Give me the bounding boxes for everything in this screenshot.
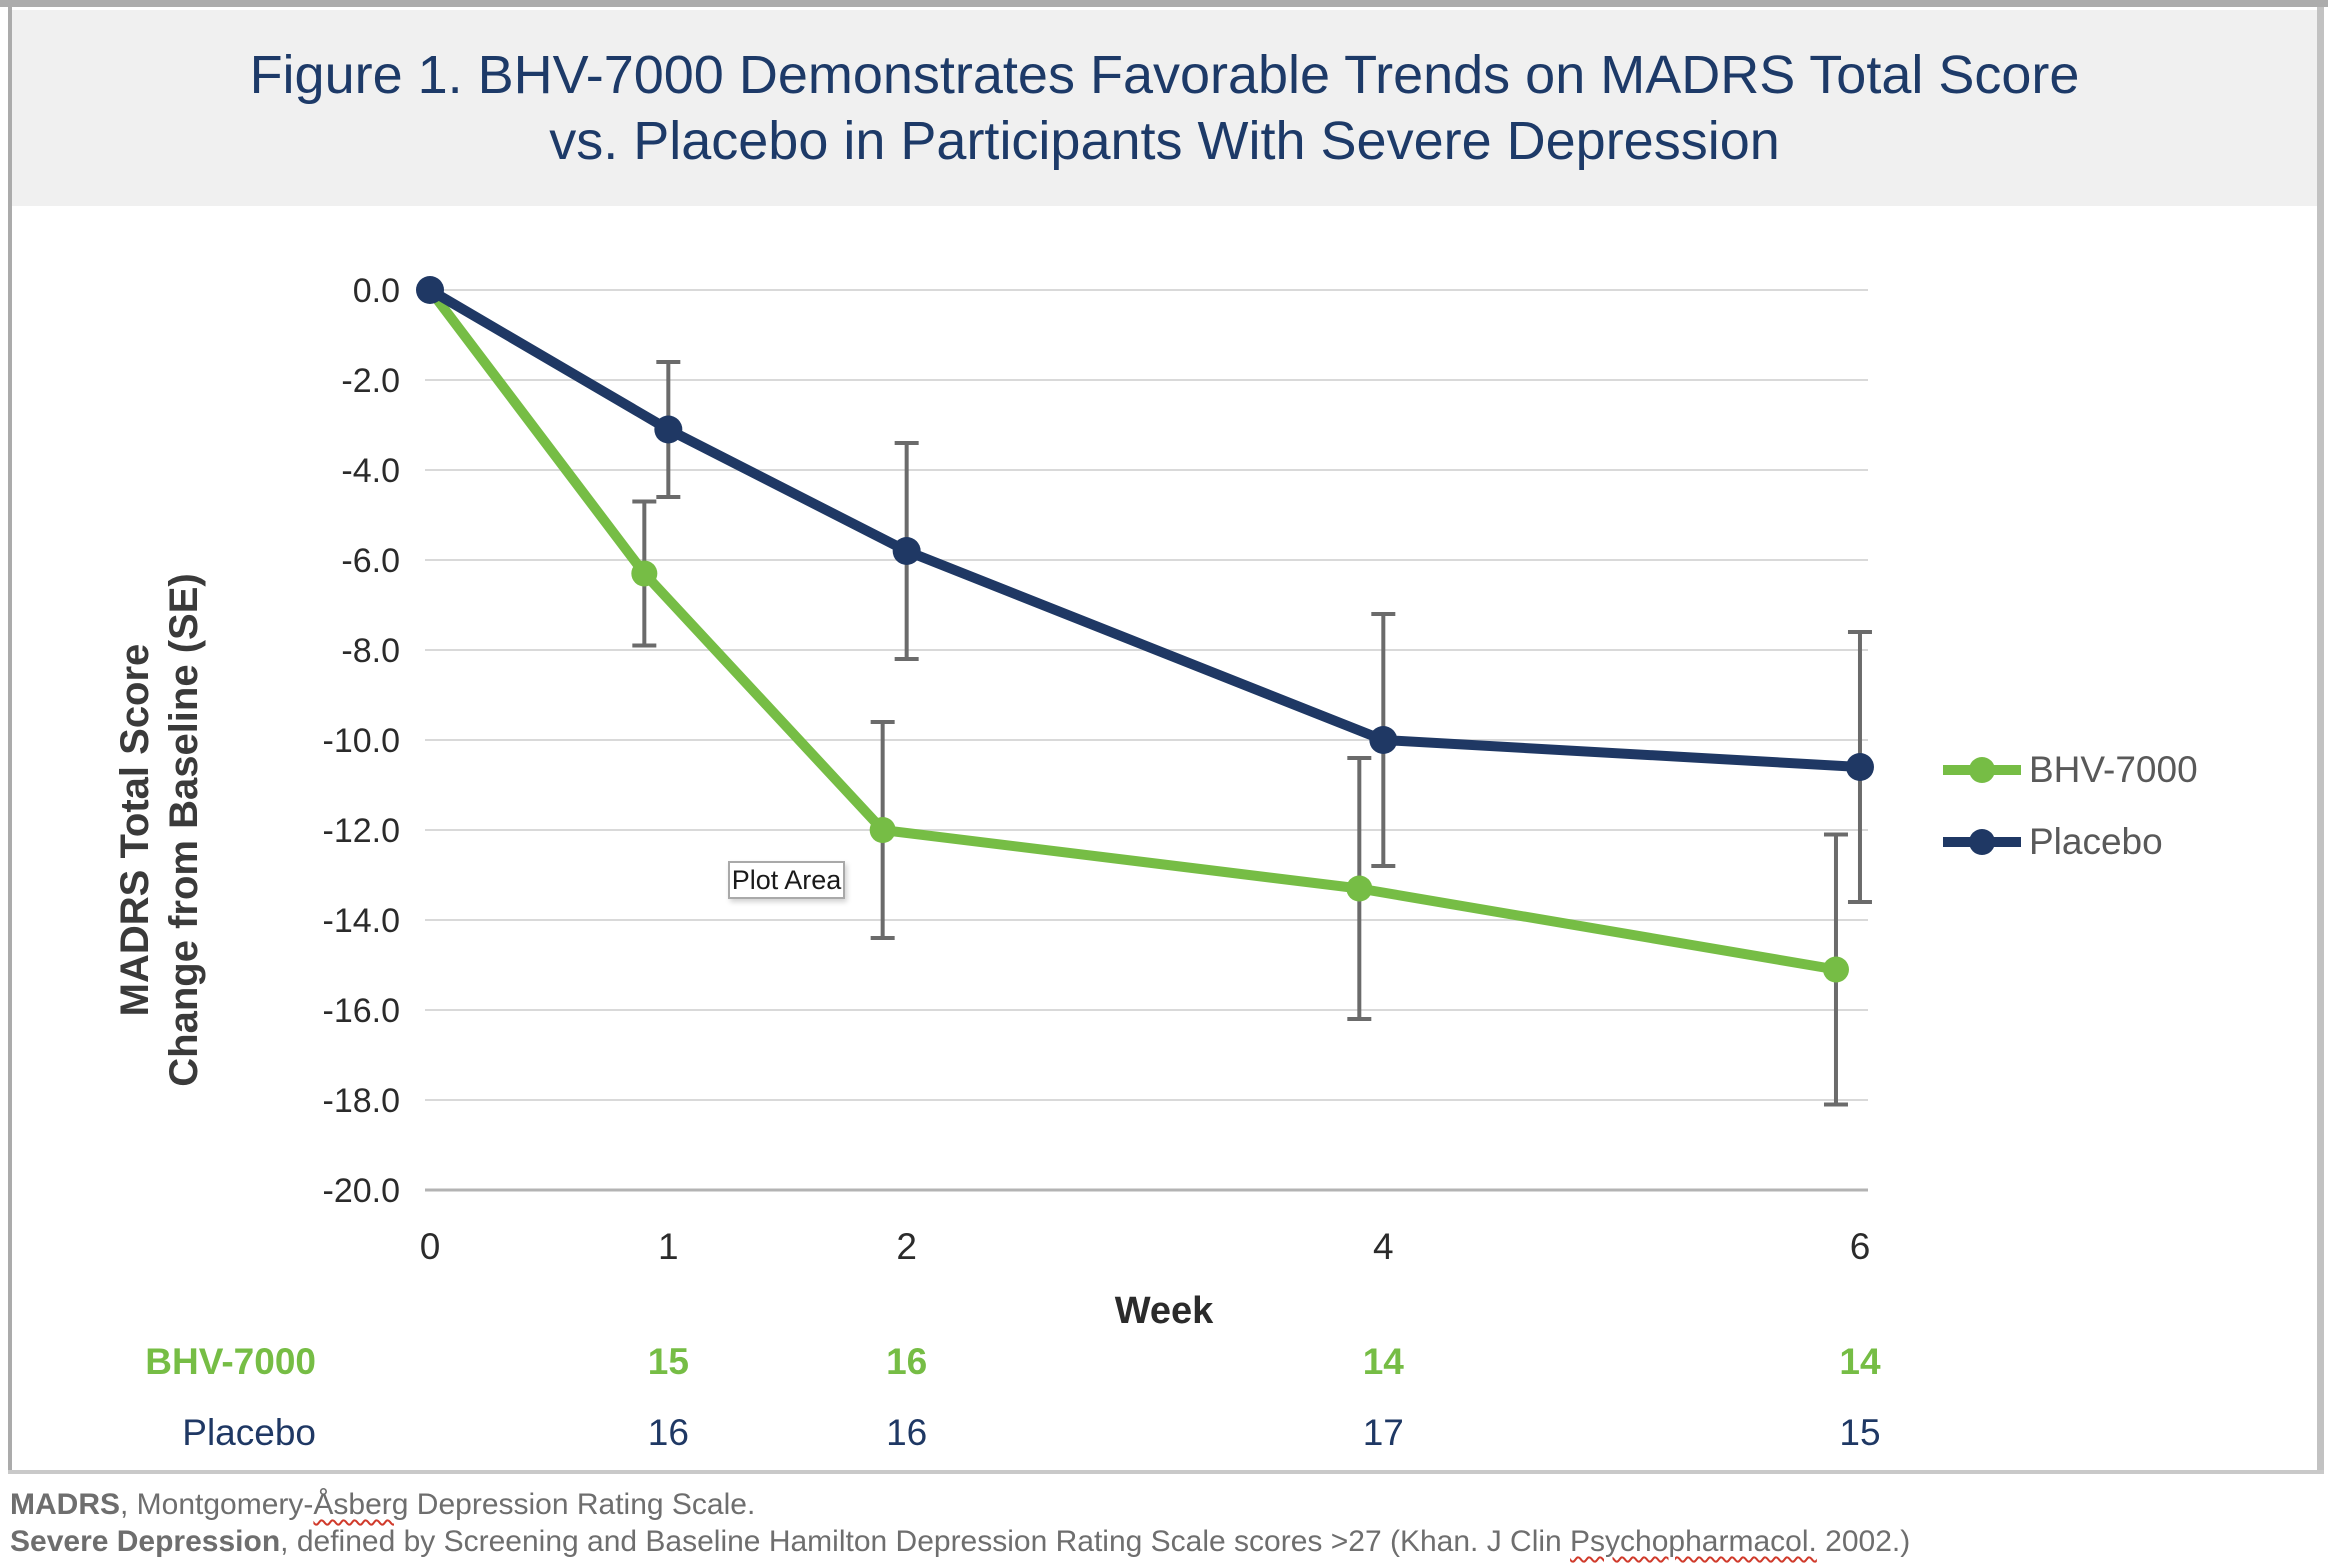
y-tick-label: -12.0	[323, 812, 401, 850]
table-row-label-placebo: Placebo	[182, 1412, 316, 1453]
figure-title-band: Figure 1. BHV-7000 Demonstrates Favorabl…	[12, 10, 2317, 206]
footnotes: MADRS, Montgomery-Åsberg Depression Rati…	[10, 1486, 2310, 1560]
y-tick-label: -18.0	[323, 1082, 401, 1120]
x-axis-title: Week	[1114, 1290, 1214, 1332]
y-tick-label: -6.0	[341, 542, 400, 580]
footnote-spellcheck-term: Psychopharmacol.	[1570, 1525, 1817, 1558]
x-tick-label: 2	[896, 1226, 917, 1267]
footnote-text: 2002.)	[1816, 1525, 1911, 1558]
table-cell-placebo-week-2: 16	[886, 1412, 928, 1453]
table-row-label-bhv-7000: BHV-7000	[145, 1341, 316, 1382]
data-point-bhv-7000-week-4[interactable]	[1346, 875, 1373, 902]
y-tick-label: -16.0	[323, 992, 401, 1030]
footnote-text: , defined by Screening and Baseline Hami…	[280, 1525, 1571, 1558]
y-tick-label: -14.0	[323, 902, 401, 940]
y-tick-label: -2.0	[341, 362, 400, 400]
data-point-placebo-week-1[interactable]	[654, 415, 683, 444]
legend-marker-line-dot-icon	[1943, 829, 2021, 855]
window-top-border	[0, 0, 2328, 7]
y-tick-label: -20.0	[323, 1172, 401, 1210]
window-left-border	[8, 7, 12, 1473]
table-cell-bhv-7000-week-2: 16	[886, 1341, 928, 1382]
table-cell-placebo-week-6: 15	[1839, 1412, 1881, 1453]
plot-area-tooltip: Plot Area	[728, 861, 845, 899]
x-tick-label: 6	[1850, 1226, 1871, 1267]
x-tick-label: 1	[658, 1226, 679, 1267]
data-point-bhv-7000-week-2[interactable]	[869, 817, 896, 843]
data-point-placebo-week-4[interactable]	[1369, 726, 1398, 754]
footnote-madrs: MADRS, Montgomery-Åsberg Depression Rati…	[10, 1486, 2310, 1523]
figure-title-line-1: Figure 1. BHV-7000 Demonstrates Favorabl…	[249, 45, 2080, 105]
table-cell-bhv-7000-week-1: 15	[647, 1341, 689, 1382]
table-cell-placebo-week-1: 16	[647, 1412, 689, 1453]
table-cell-placebo-week-4: 17	[1362, 1412, 1404, 1453]
footnote-text: , Montgomery-	[120, 1488, 314, 1521]
figure-title-line-2: vs. Placebo in Participants With Severe …	[549, 111, 1780, 171]
y-tick-label: -10.0	[323, 722, 401, 760]
data-point-bhv-7000-week-6[interactable]	[1822, 956, 1849, 983]
legend: BHV-7000 Placebo	[1941, 747, 2198, 891]
footnote-text: Severe Depression	[10, 1525, 281, 1558]
legend-item-placebo[interactable]: Placebo	[1941, 819, 2198, 865]
legend-label-placebo: Placebo	[2029, 821, 2163, 862]
legend-label-bhv-7000: BHV-7000	[2029, 749, 2198, 790]
footnote-text: MADRS	[10, 1488, 120, 1521]
y-tick-label: 0.0	[353, 272, 400, 310]
data-point-placebo-week-6[interactable]	[1845, 753, 1874, 781]
legend-marker-line-dot-icon	[1943, 757, 2021, 783]
chart-footnote-divider	[8, 1470, 2324, 1474]
footnote-spellcheck-term: Åsberg	[313, 1488, 409, 1521]
y-tick-label: -4.0	[341, 452, 400, 490]
table-cell-bhv-7000-week-6: 14	[1839, 1341, 1881, 1382]
x-tick-label: 0	[420, 1226, 441, 1267]
plot-area-tooltip-label: Plot Area	[731, 864, 842, 895]
y-tick-label: -8.0	[341, 632, 400, 670]
window-right-border	[2317, 7, 2324, 1473]
data-point-placebo-week-0[interactable]	[416, 276, 444, 304]
footnote-severe-depression: Severe Depression, defined by Screening …	[10, 1523, 2310, 1560]
series-line-bhv-7000[interactable]	[425, 285, 1841, 975]
table-cell-bhv-7000-week-4: 14	[1362, 1341, 1404, 1382]
data-point-bhv-7000-week-1[interactable]	[631, 560, 658, 587]
legend-item-bhv-7000[interactable]: BHV-7000	[1941, 747, 2198, 793]
data-point-placebo-week-2[interactable]	[892, 537, 921, 565]
footnote-text: Depression Rating Scale.	[408, 1488, 756, 1521]
x-tick-label: 4	[1373, 1226, 1394, 1267]
